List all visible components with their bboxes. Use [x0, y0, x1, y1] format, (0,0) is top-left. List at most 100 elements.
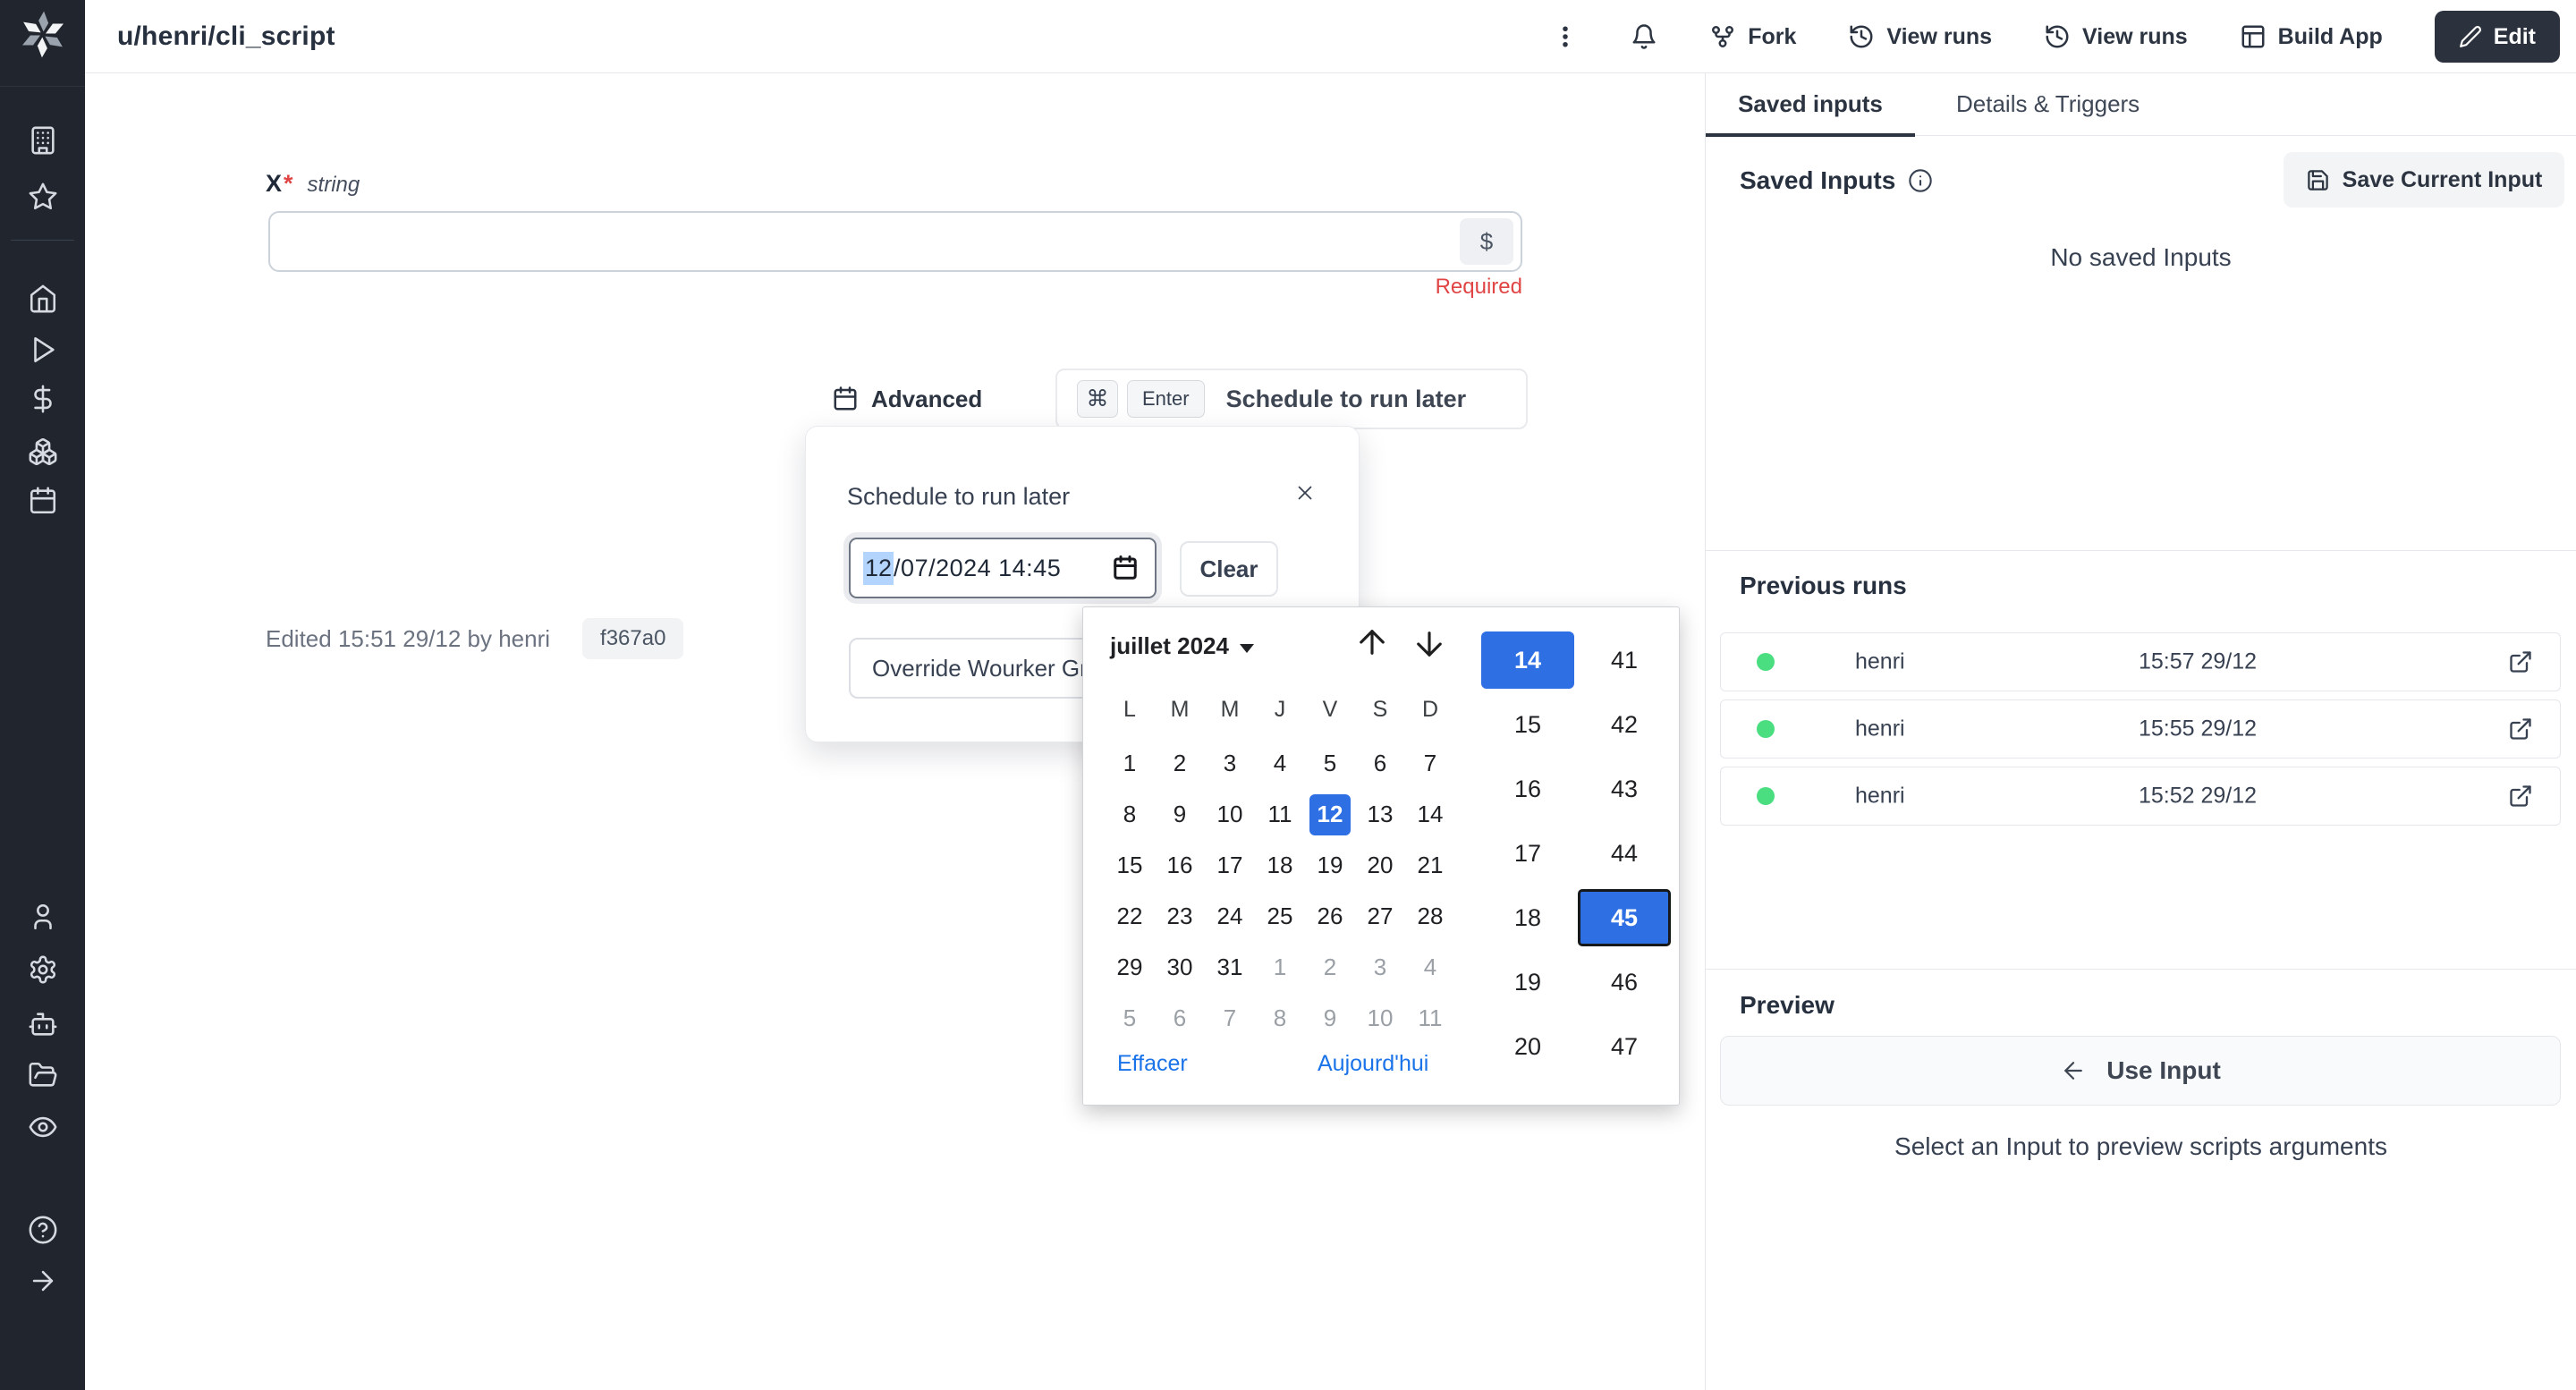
fork-button[interactable]: Fork — [1709, 23, 1796, 50]
sidebar-item-runs[interactable] — [19, 328, 67, 371]
calendar-day[interactable]: 3 — [1205, 738, 1255, 789]
calendar-day[interactable]: 2 — [1305, 942, 1355, 993]
datetime-input[interactable]: 12/07/2024 14:45 — [849, 538, 1157, 598]
calendar-day[interactable]: 25 — [1255, 891, 1305, 942]
sidebar-item-expand[interactable] — [19, 1259, 67, 1302]
previous-run-row[interactable]: henri 15:55 29/12 — [1720, 699, 2561, 759]
advanced-button[interactable]: Advanced — [832, 376, 982, 422]
calendar-day[interactable]: 14 — [1405, 789, 1455, 840]
calendar-day[interactable]: 21 — [1405, 840, 1455, 891]
calendar-day[interactable]: 18 — [1255, 840, 1305, 891]
hour-option[interactable]: 16 — [1513, 775, 1542, 802]
sidebar-item-workspace[interactable] — [19, 119, 67, 162]
next-month-button[interactable] — [1411, 625, 1448, 663]
datepicker-toggle[interactable] — [1112, 555, 1139, 581]
calendar-day[interactable]: 16 — [1155, 840, 1205, 891]
calendar-day[interactable]: 11 — [1255, 789, 1305, 840]
calendar-day[interactable]: 4 — [1405, 942, 1455, 993]
calendar-day[interactable]: 12 — [1305, 789, 1355, 840]
hour-option[interactable]: 19 — [1513, 968, 1542, 996]
calendar-day[interactable]: 10 — [1355, 993, 1405, 1044]
previous-run-row[interactable]: henri 15:57 29/12 — [1720, 632, 2561, 691]
calendar-day[interactable]: 13 — [1355, 789, 1405, 840]
previous-month-button[interactable] — [1353, 623, 1391, 661]
minute-option[interactable]: 45 — [1578, 889, 1671, 946]
external-link-icon[interactable] — [2508, 716, 2533, 742]
external-link-icon[interactable] — [2508, 649, 2533, 674]
kebab-menu-button[interactable] — [1552, 23, 1579, 50]
sidebar-item-help[interactable] — [19, 1208, 67, 1251]
minute-option[interactable]: 42 — [1610, 710, 1639, 738]
hour-option[interactable]: 18 — [1513, 903, 1542, 931]
calendar-day[interactable]: 9 — [1305, 993, 1355, 1044]
calendar-day[interactable]: 7 — [1205, 993, 1255, 1044]
close-button[interactable] — [1289, 477, 1321, 509]
hour-option[interactable]: 14 — [1481, 631, 1574, 689]
tab-details-triggers[interactable]: Details & Triggers — [1956, 90, 2140, 117]
calendar-day[interactable]: 10 — [1205, 789, 1255, 840]
calendar-day[interactable]: 20 — [1355, 840, 1405, 891]
build-app-button[interactable]: Build App — [2240, 23, 2383, 50]
minute-option[interactable]: 41 — [1610, 646, 1639, 674]
sidebar-item-schedules[interactable] — [19, 479, 67, 522]
clear-link[interactable]: Effacer — [1117, 1051, 1188, 1076]
calendar-day[interactable]: 6 — [1155, 993, 1205, 1044]
calendar-day[interactable]: 28 — [1405, 891, 1455, 942]
external-link-icon[interactable] — [2508, 784, 2533, 809]
tab-saved-inputs[interactable]: Saved inputs — [1706, 73, 1915, 137]
calendar-day[interactable]: 17 — [1205, 840, 1255, 891]
sidebar-item-resources[interactable] — [19, 430, 67, 473]
minute-option[interactable]: 44 — [1610, 839, 1639, 867]
save-current-input-button[interactable]: Save Current Input — [2284, 152, 2564, 208]
string-input-field[interactable]: $ — [268, 211, 1522, 272]
calendar-day[interactable]: 4 — [1255, 738, 1305, 789]
view-runs-button-2[interactable]: View runs — [2044, 23, 2188, 50]
calendar-day[interactable]: 30 — [1155, 942, 1205, 993]
calendar-day[interactable]: 9 — [1155, 789, 1205, 840]
calendar-day[interactable]: 11 — [1405, 993, 1455, 1044]
version-hash-badge[interactable]: f367a0 — [582, 618, 684, 659]
calendar-day[interactable]: 31 — [1205, 942, 1255, 993]
minute-option[interactable]: 43 — [1610, 775, 1639, 802]
edit-button[interactable]: Edit — [2434, 11, 2560, 63]
sidebar-item-folders[interactable] — [19, 1054, 67, 1097]
calendar-day[interactable]: 1 — [1105, 738, 1155, 789]
calendar-day[interactable]: 19 — [1305, 840, 1355, 891]
calendar-day[interactable]: 2 — [1155, 738, 1205, 789]
calendar-day[interactable]: 7 — [1405, 738, 1455, 789]
calendar-day[interactable]: 8 — [1105, 789, 1155, 840]
calendar-day[interactable]: 8 — [1255, 993, 1305, 1044]
today-link[interactable]: Aujourd'hui — [1318, 1051, 1429, 1076]
use-input-button[interactable]: Use Input — [1720, 1036, 2561, 1106]
hour-option[interactable]: 20 — [1513, 1032, 1542, 1060]
variable-picker-button[interactable]: $ — [1460, 218, 1513, 265]
calendar-day[interactable]: 22 — [1105, 891, 1155, 942]
month-selector[interactable]: juillet 2024 — [1110, 632, 1254, 660]
minute-option[interactable]: 46 — [1610, 968, 1639, 996]
calendar-day[interactable]: 1 — [1255, 942, 1305, 993]
clear-button[interactable]: Clear — [1180, 541, 1278, 597]
calendar-day[interactable]: 5 — [1105, 993, 1155, 1044]
sidebar-item-audit-logs[interactable] — [19, 1106, 67, 1148]
calendar-day[interactable]: 6 — [1355, 738, 1405, 789]
calendar-day[interactable]: 23 — [1155, 891, 1205, 942]
sidebar-item-favorites[interactable] — [19, 175, 67, 218]
hour-option[interactable]: 17 — [1513, 839, 1542, 867]
calendar-day[interactable]: 27 — [1355, 891, 1405, 942]
sidebar-item-settings[interactable] — [19, 948, 67, 991]
minute-option[interactable]: 47 — [1610, 1032, 1639, 1060]
hour-option[interactable]: 15 — [1513, 710, 1542, 738]
previous-run-row[interactable]: henri 15:52 29/12 — [1720, 767, 2561, 826]
calendar-day[interactable]: 26 — [1305, 891, 1355, 942]
windmill-logo[interactable] — [20, 11, 66, 63]
view-runs-button-1[interactable]: View runs — [1848, 23, 1992, 50]
calendar-day[interactable]: 3 — [1355, 942, 1405, 993]
schedule-run-later-button[interactable]: ⌘ Enter Schedule to run later — [1055, 369, 1528, 429]
calendar-day[interactable]: 24 — [1205, 891, 1255, 942]
notifications-button[interactable] — [1631, 23, 1657, 50]
sidebar-item-users[interactable] — [19, 895, 67, 938]
sidebar-item-variables[interactable] — [19, 377, 67, 420]
calendar-day[interactable]: 5 — [1305, 738, 1355, 789]
calendar-day[interactable]: 29 — [1105, 942, 1155, 993]
sidebar-item-home[interactable] — [19, 277, 67, 320]
